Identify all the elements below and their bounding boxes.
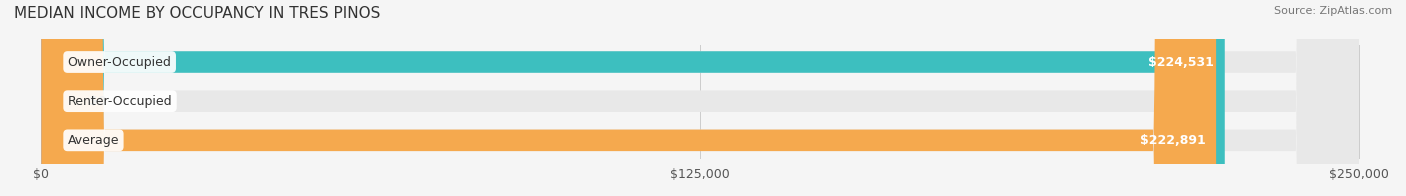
- Text: Owner-Occupied: Owner-Occupied: [67, 55, 172, 69]
- Text: Average: Average: [67, 134, 120, 147]
- FancyBboxPatch shape: [41, 0, 1225, 196]
- Text: Renter-Occupied: Renter-Occupied: [67, 95, 173, 108]
- Text: Source: ZipAtlas.com: Source: ZipAtlas.com: [1274, 6, 1392, 16]
- Text: MEDIAN INCOME BY OCCUPANCY IN TRES PINOS: MEDIAN INCOME BY OCCUPANCY IN TRES PINOS: [14, 6, 381, 21]
- FancyBboxPatch shape: [41, 0, 73, 196]
- FancyBboxPatch shape: [41, 0, 1360, 196]
- Text: $222,891: $222,891: [1140, 134, 1205, 147]
- FancyBboxPatch shape: [41, 0, 1360, 196]
- FancyBboxPatch shape: [41, 0, 1216, 196]
- Text: $224,531: $224,531: [1149, 55, 1215, 69]
- Text: $0: $0: [89, 95, 107, 108]
- FancyBboxPatch shape: [41, 0, 1360, 196]
